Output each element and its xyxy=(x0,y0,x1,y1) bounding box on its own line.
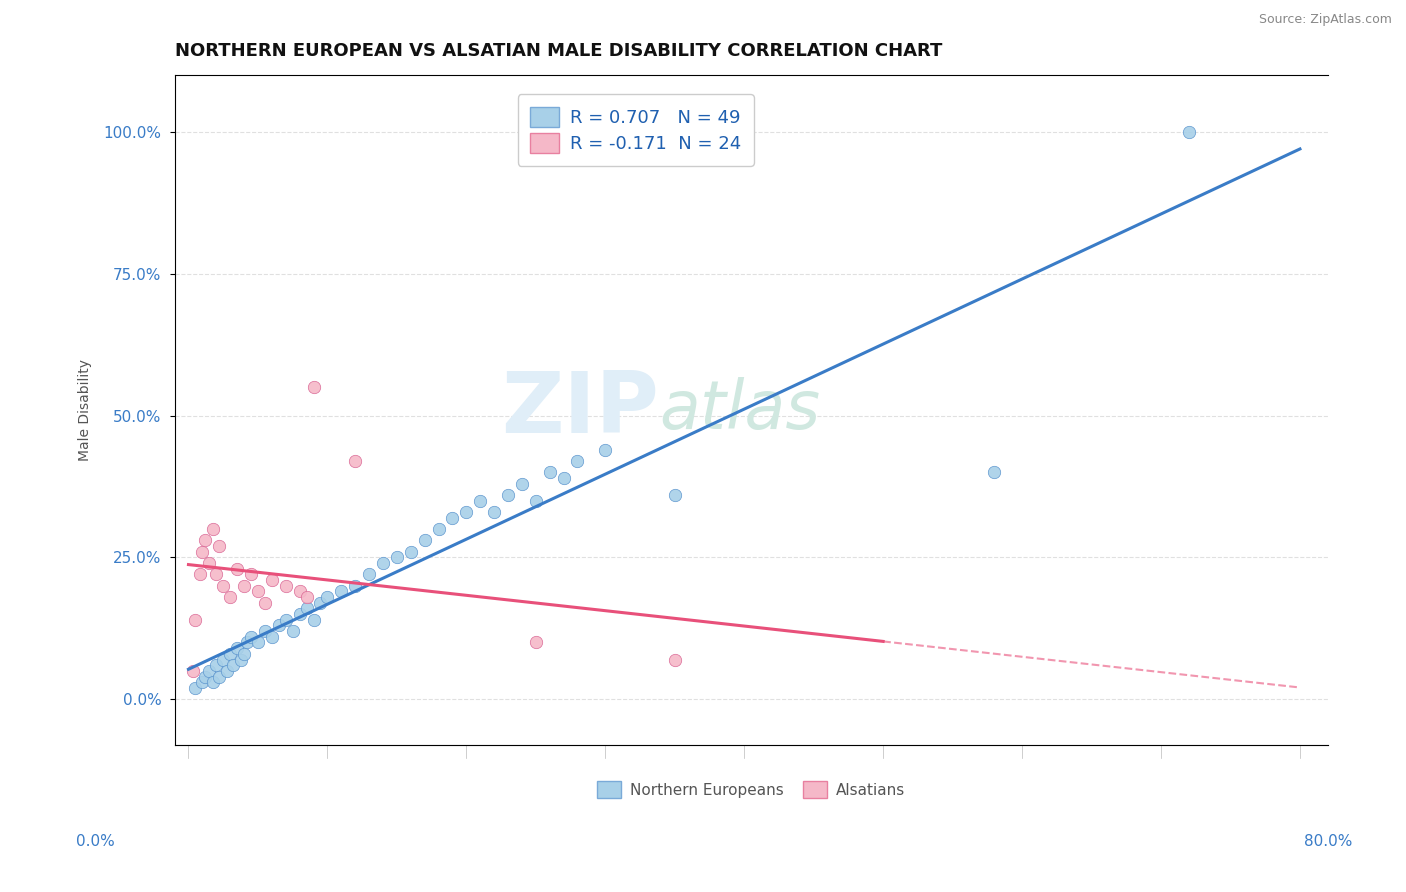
Point xyxy=(208,539,231,553)
Point xyxy=(344,454,367,468)
Legend: Northern Europeans, Alsatians: Northern Europeans, Alsatians xyxy=(591,775,911,804)
Y-axis label: Male Disability: Male Disability xyxy=(79,359,93,461)
Point xyxy=(181,664,204,678)
Point xyxy=(538,465,561,479)
Point xyxy=(524,635,547,649)
Point xyxy=(288,584,311,599)
Point xyxy=(359,567,381,582)
Point xyxy=(524,493,547,508)
Point xyxy=(188,567,211,582)
Point xyxy=(240,567,263,582)
Point xyxy=(219,647,242,661)
Point xyxy=(253,624,276,639)
Point xyxy=(1178,125,1201,139)
Point xyxy=(202,675,225,690)
Point xyxy=(226,562,249,576)
Point xyxy=(205,658,228,673)
Point xyxy=(274,579,297,593)
Point xyxy=(295,601,318,615)
Point xyxy=(194,669,217,683)
Point xyxy=(302,380,325,394)
Point xyxy=(316,590,339,604)
Text: 0.0%: 0.0% xyxy=(76,834,115,849)
Point xyxy=(208,669,231,683)
Point xyxy=(281,624,304,639)
Point xyxy=(246,635,269,649)
Point xyxy=(482,505,505,519)
Text: 80.0%: 80.0% xyxy=(1305,834,1353,849)
Point xyxy=(233,647,256,661)
Point xyxy=(664,652,686,666)
Point xyxy=(253,596,276,610)
Point xyxy=(427,522,450,536)
Point xyxy=(267,618,290,632)
Point xyxy=(191,675,214,690)
Point xyxy=(274,613,297,627)
Point xyxy=(226,641,249,656)
Point xyxy=(202,522,225,536)
Point xyxy=(309,596,332,610)
Point xyxy=(184,681,207,695)
Point xyxy=(470,493,492,508)
Point xyxy=(302,613,325,627)
Text: ZIP: ZIP xyxy=(501,368,659,451)
Point xyxy=(231,652,253,666)
Point xyxy=(344,579,367,593)
Point xyxy=(496,488,519,502)
Point xyxy=(191,545,214,559)
Point xyxy=(212,579,235,593)
Point xyxy=(295,590,318,604)
Point xyxy=(212,652,235,666)
Point xyxy=(413,533,436,548)
Point xyxy=(567,454,589,468)
Point xyxy=(184,613,207,627)
Point xyxy=(194,533,217,548)
Point xyxy=(593,442,616,457)
Text: Source: ZipAtlas.com: Source: ZipAtlas.com xyxy=(1258,13,1392,27)
Point xyxy=(553,471,575,485)
Text: atlas: atlas xyxy=(659,377,820,443)
Point xyxy=(371,556,394,570)
Point xyxy=(217,664,239,678)
Point xyxy=(233,579,256,593)
Point xyxy=(198,556,221,570)
Point xyxy=(664,488,686,502)
Point xyxy=(330,584,353,599)
Point xyxy=(510,476,533,491)
Text: NORTHERN EUROPEAN VS ALSATIAN MALE DISABILITY CORRELATION CHART: NORTHERN EUROPEAN VS ALSATIAN MALE DISAB… xyxy=(174,42,942,60)
Point xyxy=(260,630,283,644)
Point xyxy=(260,573,283,587)
Point xyxy=(441,510,464,524)
Point xyxy=(236,635,259,649)
Point xyxy=(205,567,228,582)
Point xyxy=(399,545,422,559)
Point xyxy=(456,505,478,519)
Point xyxy=(198,664,221,678)
Point xyxy=(219,590,242,604)
Point xyxy=(222,658,245,673)
Point xyxy=(288,607,311,621)
Point xyxy=(246,584,269,599)
Point xyxy=(240,630,263,644)
Point xyxy=(983,465,1005,479)
Point xyxy=(385,550,408,565)
